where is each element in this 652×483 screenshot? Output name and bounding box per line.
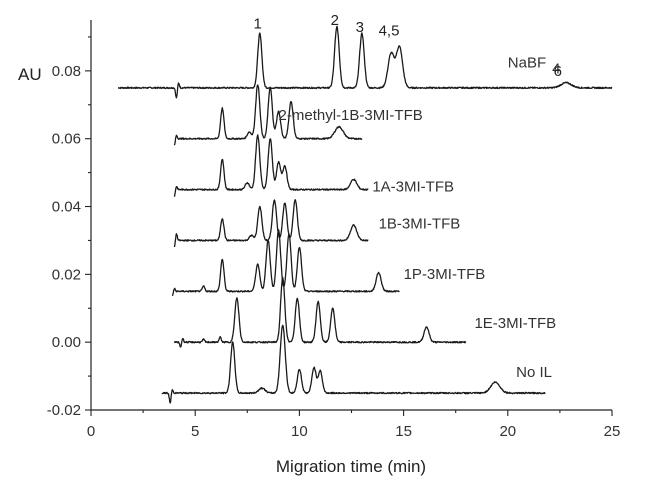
trace-line <box>117 25 613 99</box>
axes: 0 5 10 15 20 25 -0.02 0.00 0.02 0.04 0.06 0.08 <box>47 20 621 440</box>
series-label: 2-methyl-1B-3MI-TFB <box>279 107 423 124</box>
series-label: No IL <box>516 364 552 381</box>
trace-line <box>173 134 369 197</box>
labels: NaBF 4 2-methyl-1B-3MI-TFB 1A-3MI-TFB 1B-3MI… <box>254 12 562 381</box>
peak-label: 4,5 <box>379 22 400 39</box>
trace-line <box>173 276 467 348</box>
y-tick-label: 0.02 <box>52 266 81 283</box>
peak-label: 6 <box>554 63 562 80</box>
series-label: NaBF 4 <box>508 54 561 77</box>
x-tick-label: 5 <box>191 423 199 440</box>
peak-label: 1 <box>254 15 262 32</box>
y-axis-title: AU <box>18 65 42 84</box>
peak-label: 2 <box>331 12 339 29</box>
x-tick-label: 0 <box>87 423 95 440</box>
trace-line <box>171 229 400 297</box>
trace-line <box>173 199 369 248</box>
y-tick-label: 0.08 <box>52 63 81 80</box>
y-tick-label: 0.06 <box>52 131 81 148</box>
x-tick-label: 15 <box>395 423 412 440</box>
series-label: 1P-3MI-TFB <box>404 266 486 283</box>
series-label: 1A-3MI-TFB <box>372 178 454 195</box>
series-label: 1E-3MI-TFB <box>474 315 556 332</box>
series-label-subscript: 4 <box>552 60 560 77</box>
peak-label: 3 <box>356 19 364 36</box>
traces <box>117 25 613 404</box>
x-tick-label: 25 <box>604 423 621 440</box>
x-tick-label: 10 <box>291 423 308 440</box>
trace-line <box>173 84 363 146</box>
y-tick-label: 0.04 <box>52 199 81 216</box>
y-tick-label: 0.00 <box>52 334 81 351</box>
series-label: 1B-3MI-TFB <box>379 216 461 233</box>
trace-line <box>161 324 546 404</box>
x-axis-title: Migration time (min) <box>276 457 426 476</box>
y-tick-label: -0.02 <box>47 402 81 419</box>
x-tick-label: 20 <box>499 423 516 440</box>
